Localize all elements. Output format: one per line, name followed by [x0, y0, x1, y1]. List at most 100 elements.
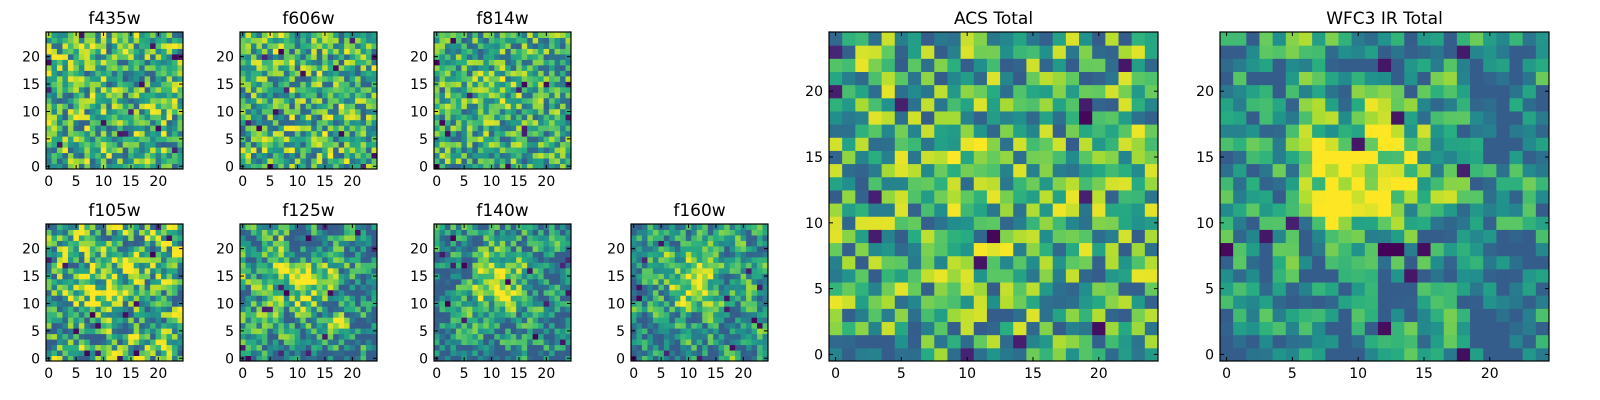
- heatmap-cell: [278, 163, 285, 170]
- heatmap-cell: [305, 273, 312, 280]
- heatmap-cell: [652, 267, 659, 274]
- heatmap-cell: [565, 344, 572, 351]
- heatmap-cell: [483, 333, 490, 340]
- heatmap-cell: [680, 328, 687, 335]
- heatmap-cell: [450, 355, 457, 362]
- heatmap-cell: [56, 53, 63, 60]
- heatmap-cell: [245, 42, 252, 49]
- heatmap-cell: [150, 322, 157, 329]
- heatmap-cell: [349, 75, 356, 82]
- heatmap-cell: [344, 92, 351, 99]
- x-tick-label: 5: [266, 366, 275, 382]
- heatmap-cell: [455, 355, 462, 362]
- heatmap-cell: [327, 355, 334, 362]
- heatmap-cell: [450, 251, 457, 258]
- heatmap-cell: [505, 322, 512, 329]
- heatmap-cell: [947, 347, 962, 362]
- heatmap-cell: [494, 267, 501, 274]
- heatmap-cell: [322, 158, 329, 165]
- heatmap-cell: [289, 103, 296, 110]
- heatmap-cell: [366, 147, 373, 154]
- heatmap-cell: [554, 344, 561, 351]
- heatmap-cell: [658, 295, 665, 302]
- heatmap-cell: [150, 234, 157, 241]
- heatmap-cell: [360, 322, 367, 329]
- heatmap-cell: [51, 344, 58, 351]
- heatmap-cell: [505, 75, 512, 82]
- heatmap-cell: [663, 317, 670, 324]
- heatmap-cell: [316, 295, 323, 302]
- heatmap-cell: [554, 256, 561, 263]
- heatmap-cell: [371, 114, 378, 121]
- heatmap-cell: [527, 284, 534, 291]
- heatmap-cell: [327, 147, 334, 154]
- heatmap-cell: [1118, 163, 1133, 178]
- heatmap-cell: [240, 97, 246, 104]
- heatmap-cell: [757, 317, 764, 324]
- heatmap-cell: [166, 86, 173, 93]
- heatmap-cell: [554, 333, 561, 340]
- x-tick-label: 10: [289, 366, 307, 382]
- heatmap-cell: [240, 147, 246, 154]
- heatmap-cell: [106, 322, 113, 329]
- heatmap-cell: [669, 344, 676, 351]
- heatmap-cell: [366, 328, 373, 335]
- heatmap-cell: [278, 136, 285, 143]
- heatmap-cell: [488, 53, 495, 60]
- heatmap-cell: [316, 130, 323, 137]
- heatmap-cell: [128, 152, 135, 159]
- heatmap-cell: [106, 256, 113, 263]
- heatmap-cell: [245, 333, 252, 340]
- heatmap-cell: [133, 70, 140, 77]
- heatmap-cell: [67, 97, 74, 104]
- heatmap-cell: [527, 229, 534, 236]
- heatmap-cell: [1118, 268, 1133, 283]
- heatmap-cell: [177, 234, 184, 241]
- heatmap-cell: [472, 224, 479, 230]
- heatmap-cell: [647, 289, 654, 296]
- heatmap-cell: [455, 42, 462, 49]
- heatmap-cell: [685, 262, 692, 269]
- heatmap-cell: [366, 59, 373, 66]
- heatmap-cell: [527, 306, 534, 313]
- heatmap-cell: [762, 289, 769, 296]
- heatmap-cell: [300, 53, 307, 60]
- heatmap-cell: [554, 125, 561, 132]
- heatmap-cell: [680, 339, 687, 346]
- heatmap-cell: [521, 136, 528, 143]
- heatmap-cell: [117, 53, 124, 60]
- heatmap-cell: [691, 229, 698, 236]
- heatmap-cell: [439, 81, 446, 88]
- heatmap-cell: [868, 268, 883, 283]
- heatmap-cell: [316, 267, 323, 274]
- heatmap-cell: [161, 322, 168, 329]
- heatmap-cell: [702, 234, 709, 241]
- heatmap-cell: [245, 350, 252, 357]
- heatmap-cell: [305, 262, 312, 269]
- heatmap-cell: [549, 147, 556, 154]
- heatmap-cell: [1039, 242, 1054, 257]
- heatmap-cell: [762, 350, 769, 357]
- heatmap-cell: [718, 322, 725, 329]
- heatmap-cell: [117, 333, 124, 340]
- x-tick-label: 20: [149, 366, 167, 382]
- heatmap-cell: [560, 64, 567, 71]
- heatmap-cell: [868, 282, 883, 296]
- heatmap-cell: [305, 163, 312, 170]
- heatmap-cell: [505, 59, 512, 66]
- heatmap-cell: [516, 147, 523, 154]
- heatmap-cell: [172, 317, 179, 324]
- heatmap-cell: [685, 229, 692, 236]
- heatmap-cell: [267, 152, 274, 159]
- heatmap-cell: [250, 306, 257, 313]
- heatmap-cell: [527, 355, 534, 362]
- heatmap-cell: [333, 136, 340, 143]
- heatmap-cell: [166, 53, 173, 60]
- heatmap-cell: [95, 86, 102, 93]
- heatmap-cell: [106, 75, 113, 82]
- heatmap-cell: [855, 255, 869, 270]
- heatmap-cell: [565, 147, 572, 154]
- heatmap-cell: [155, 86, 162, 93]
- heatmap-cell: [842, 216, 856, 230]
- heatmap-cell: [757, 344, 764, 351]
